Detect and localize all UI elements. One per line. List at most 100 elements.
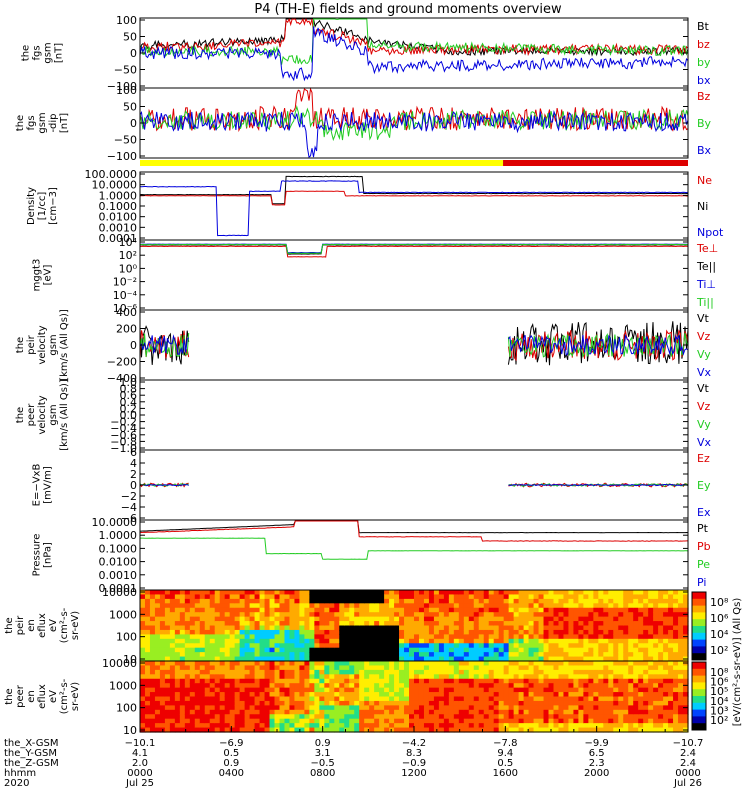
peer-spectrogram-cell (568, 714, 575, 720)
peir-spectrogram-cell (503, 590, 510, 596)
peir-spectrogram-cell (174, 634, 181, 640)
peer-spectrogram-cell (354, 674, 360, 680)
peir-spectrogram-cell (633, 616, 639, 622)
peir-spectrogram-cell (369, 603, 375, 609)
peer-spectrogram-cell (249, 683, 256, 689)
peer-spectrogram-cell (189, 674, 196, 680)
y-tick-label: 0.1000 (99, 542, 138, 555)
peir-spectrogram-cell (149, 607, 156, 613)
peir-spectrogram-cell (483, 638, 490, 644)
peer-spectrogram-cell (339, 696, 345, 702)
peir-spectrogram-cell (289, 625, 296, 631)
peir-spectrogram-cell (149, 643, 156, 649)
peer-spectrogram-cell (184, 678, 191, 684)
peir-spectrogram-cell (468, 612, 475, 618)
peer-spectrogram-cell (359, 687, 365, 693)
peir-spectrogram-cell (568, 603, 575, 609)
peer-spectrogram-cell (244, 718, 251, 724)
peir-spectrogram-cell (638, 647, 644, 653)
peer-spectrogram-cell (653, 661, 659, 667)
peir-spectrogram-cell (678, 647, 684, 653)
peer-spectrogram-cell (428, 674, 435, 680)
peir-spectrogram-cell (214, 621, 221, 627)
peer-spectrogram-cell (140, 696, 146, 702)
peir-spectrogram-cell (344, 643, 350, 649)
peer-spectrogram-cell (264, 683, 271, 689)
peer-spectrogram-cell (334, 683, 340, 689)
peir-spectrogram-cell (583, 625, 589, 631)
peer-spectrogram-cell (578, 700, 584, 706)
peer-spectrogram-cell (608, 687, 614, 693)
peir-spectrogram-cell (189, 616, 196, 622)
peer-spectrogram-cell (463, 709, 470, 715)
peer-spectrogram-cell (628, 669, 634, 675)
peer-spectrogram-cell (493, 705, 500, 711)
peir-spectrogram-cell (389, 625, 395, 631)
peir-spectrogram-cell (304, 603, 310, 609)
peir-spectrogram-cell (384, 656, 390, 662)
peer-spectrogram-cell (558, 709, 565, 715)
peer-spectrogram-cell (209, 696, 216, 702)
peer-spectrogram-cell (414, 700, 420, 706)
peer-spectrogram-cell (154, 661, 161, 667)
peir-spectrogram-cell (309, 625, 315, 631)
peer-spectrogram-cell (329, 665, 335, 671)
peir-spectrogram-cell (294, 643, 301, 649)
peir-spectrogram-cell (638, 598, 644, 604)
peer-spectrogram-cell (528, 727, 535, 733)
peer-spectrogram-cell (593, 705, 599, 711)
peer-spectrogram-cell (399, 674, 405, 680)
peir-spectrogram-cell (418, 625, 425, 631)
peir-spectrogram-cell (140, 638, 146, 644)
peir-spectrogram-cell (159, 625, 166, 631)
peer-spectrogram-cell (354, 727, 360, 733)
peer-spectrogram-cell (269, 723, 276, 729)
peir-spectrogram-cell (483, 634, 490, 640)
peer-spectrogram-cell (259, 687, 266, 693)
peir-spectrogram-cell (224, 647, 231, 653)
peir-spectrogram-cell (389, 647, 395, 653)
peer-spectrogram-cell (414, 683, 420, 689)
peer-spectrogram-cell (404, 723, 410, 729)
peer-spectrogram-cell (568, 723, 575, 729)
peir-spectrogram-cell (468, 598, 475, 604)
peir-spectrogram-cell (314, 629, 320, 635)
peer-spectrogram-cell (443, 683, 450, 689)
peer-spectrogram-cell (309, 709, 315, 715)
peir-spectrogram-cell (583, 598, 589, 604)
peir-spectrogram-cell (389, 594, 395, 600)
peir-spectrogram-cell (299, 612, 305, 618)
peer-spectrogram-cell (164, 727, 171, 733)
peer-spectrogram-cell (588, 700, 594, 706)
peer-spectrogram-cell (169, 683, 176, 689)
peir-spectrogram-cell (628, 634, 634, 640)
peir-spectrogram-cell (214, 652, 221, 658)
peer-spectrogram-cell (219, 696, 226, 702)
peer-spectrogram-cell (324, 723, 330, 729)
peir-spectrogram-cell (244, 603, 251, 609)
peir-spectrogram-cell (583, 656, 589, 662)
peir-spectrogram-cell (448, 638, 455, 644)
peir-spectrogram-cell (478, 625, 485, 631)
peir-spectrogram-cell (384, 652, 390, 658)
peir-spectrogram-cell (329, 594, 335, 600)
series-ni (139, 175, 688, 205)
peir-spectrogram-cell (428, 656, 435, 662)
peir-spectrogram-cell (478, 594, 485, 600)
peir-spectrogram-cell (463, 638, 470, 644)
peir-spectrogram-cell (553, 629, 560, 635)
peir-spectrogram-cell (154, 590, 161, 596)
peir-spectrogram-cell (214, 612, 221, 618)
y-axis-label: gsm (37, 112, 48, 133)
peir-spectrogram-cell (304, 652, 310, 658)
peer-spectrogram-cell (309, 661, 315, 667)
peir-spectrogram-cell (543, 616, 550, 622)
peir-spectrogram-cell (369, 594, 375, 600)
peir-spectrogram-cell (573, 638, 579, 644)
peir-spectrogram-cell (334, 607, 340, 613)
peir-spectrogram-cell (418, 634, 425, 640)
peir-spectrogram-cell (418, 612, 425, 618)
peer-spectrogram-cell (344, 714, 350, 720)
peir-spectrogram-cell (204, 616, 211, 622)
peir-spectrogram-cell (543, 652, 550, 658)
